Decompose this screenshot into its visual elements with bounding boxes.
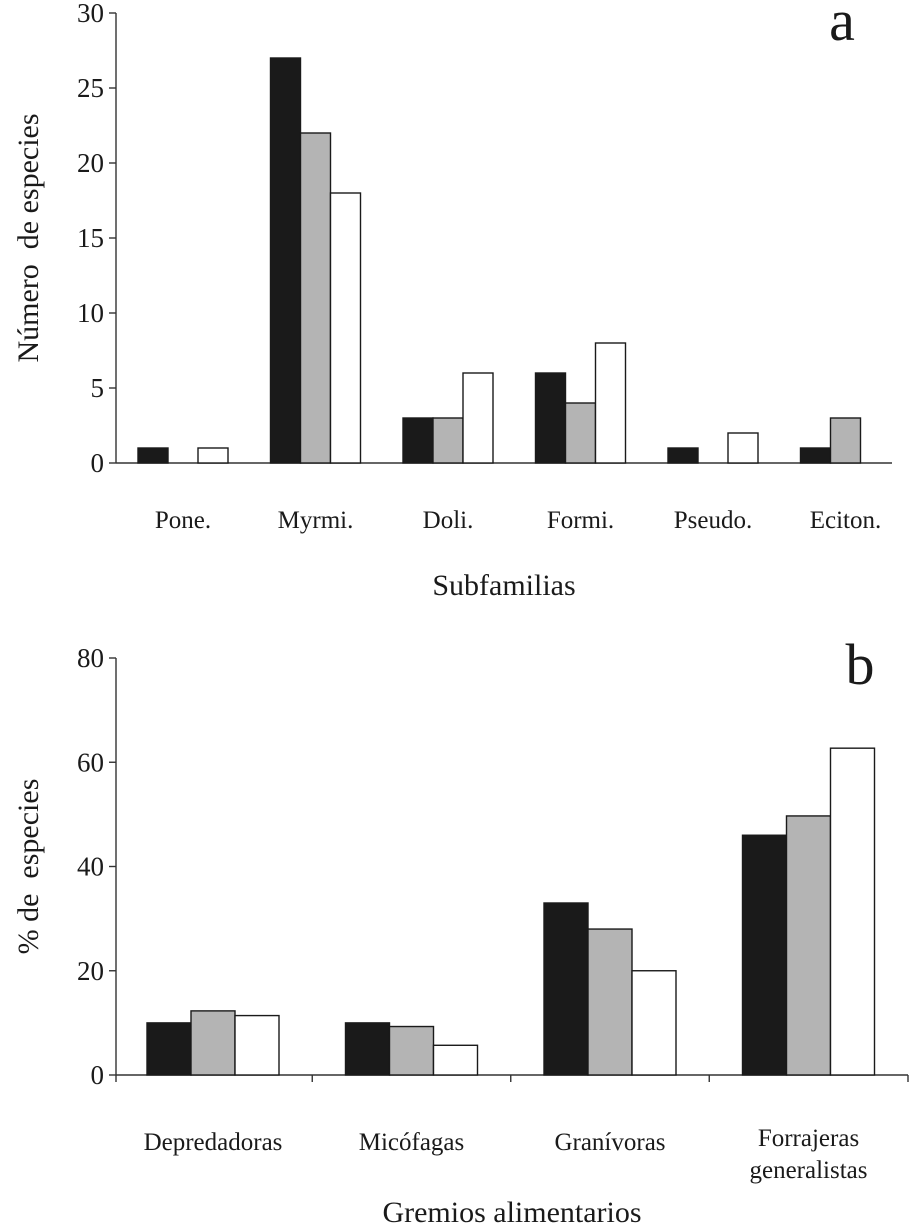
x-category-label: Pseudo.	[674, 507, 752, 534]
bar-series-3-mic-fagas	[432, 1044, 479, 1076]
y-tick-label: 20	[77, 148, 104, 178]
x-axis-title: Gremios alimentarios	[382, 1196, 641, 1229]
bar-series-2-formi-	[564, 402, 597, 464]
x-category-label: Myrmi.	[278, 507, 354, 534]
bar-series-2-doli-	[432, 417, 464, 464]
bar-series-2-depredadoras	[190, 1010, 236, 1076]
bar-series-1-mic-fagas	[344, 1022, 391, 1076]
x-category-label: Micófagas	[359, 1129, 465, 1156]
bar-series-1-pone-	[137, 447, 169, 464]
x-category-label: Pone.	[155, 507, 211, 534]
bar-series-3-forrajeras	[829, 747, 876, 1076]
y-tick-label: 80	[77, 643, 104, 673]
y-tick-label: 15	[77, 223, 104, 253]
bar-series-2-gran-voras	[587, 928, 633, 1076]
y-tick-label: 30	[77, 0, 104, 28]
bar-series-3-pseudo-	[727, 432, 759, 464]
bar-series-3-myrmi-	[329, 192, 362, 464]
panel-letter: b	[846, 632, 875, 697]
panel-b-gremios-chart: 0 20 40 60 80 Depredadoras Micófagas Granívoras…	[12, 632, 909, 1229]
bar-series-1-pseudo-	[667, 447, 699, 464]
x-axis-title: Subfamilias	[432, 569, 575, 602]
bar-series-1-doli-	[402, 417, 434, 464]
x-category-label: Formi.	[547, 507, 614, 534]
panel-letter: a	[829, 0, 855, 53]
y-axis-title: % de especies	[12, 779, 45, 955]
y-axis-title: Número de especies	[12, 113, 45, 362]
panel-a-subfamilias-chart: 0 5 10 15 20 25 30 Pone. Myrmi. Doli. Formi. Pseudo…	[12, 0, 892, 602]
x-category-label: Doli.	[423, 507, 474, 534]
x-category-label: Depredadoras	[144, 1129, 283, 1156]
y-tick-label: 10	[77, 298, 104, 328]
x-category-label: Eciton.	[810, 507, 882, 534]
bar-series-2-myrmi-	[299, 132, 332, 464]
y-tick-label: 0	[91, 1060, 105, 1090]
bar-series-2-mic-fagas	[388, 1025, 435, 1076]
bar-series-3-formi-	[594, 342, 627, 464]
bar-series-3-pone-	[197, 447, 229, 464]
bar-series-3-depredadoras	[234, 1014, 280, 1076]
bar-series-3-gran-voras	[631, 970, 677, 1076]
y-tick-label: 60	[77, 747, 104, 777]
bar-series-1-formi-	[534, 372, 567, 464]
bar-series-1-myrmi-	[269, 57, 302, 464]
bar-series-1-eciton-	[799, 447, 832, 464]
y-tick-label: 20	[77, 956, 104, 986]
y-tick-label: 5	[91, 373, 105, 403]
y-tick-label: 40	[77, 852, 104, 882]
bar-series-2-eciton-	[829, 417, 862, 464]
x-category-label: Granívoras	[554, 1129, 665, 1156]
bar-series-2-forrajeras	[785, 815, 832, 1076]
y-tick-label: 0	[91, 448, 105, 478]
bar-series-1-depredadoras	[146, 1022, 192, 1076]
y-tick-label: 25	[77, 73, 104, 103]
bar-series-3-doli-	[462, 372, 494, 464]
x-category-label: Forrajeras generalistas	[749, 1125, 867, 1184]
bar-series-1-forrajeras	[741, 834, 788, 1076]
bar-series-1-gran-voras	[543, 902, 589, 1076]
